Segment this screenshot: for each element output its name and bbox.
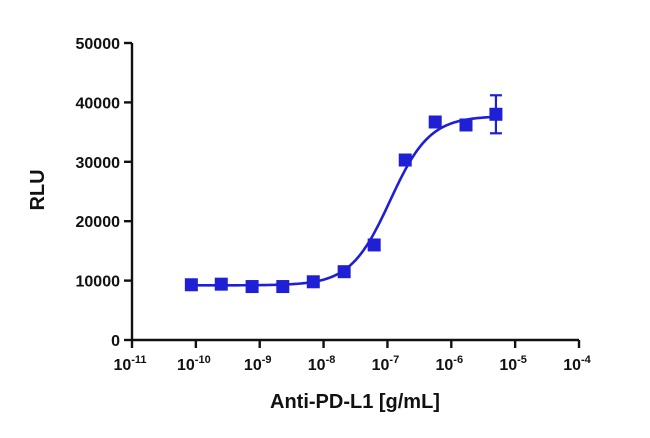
y-axis: 0 10000 20000 30000 40000 50000 <box>76 36 134 350</box>
data-point-marker <box>276 280 290 294</box>
y-tick-label: 20000 <box>76 214 121 231</box>
error-bars <box>185 94 502 290</box>
data-point-marker <box>489 107 503 121</box>
data-point-marker <box>306 275 320 289</box>
fit-curve <box>191 115 496 287</box>
data-point-marker <box>428 115 442 129</box>
y-tick-label: 50000 <box>76 36 121 53</box>
data-point-marker <box>245 280 259 294</box>
data-point-marker <box>337 265 351 279</box>
x-tick-label: 10-7 <box>372 354 400 374</box>
y-tick-label: 0 <box>111 333 120 350</box>
x-tick-label: 10-6 <box>435 354 463 374</box>
data-point-marker <box>459 118 473 132</box>
x-axis: 10-11 10-10 10-9 10-8 10-7 10-6 10-5 10-4 <box>113 338 592 374</box>
data-point-marker <box>367 238 381 252</box>
data-point-marker <box>398 153 412 167</box>
y-tick-label: 30000 <box>76 155 121 172</box>
y-tick-label: 40000 <box>76 95 121 112</box>
x-tick-label: 10-9 <box>244 354 272 374</box>
x-tick-label: 10-11 <box>113 354 146 374</box>
data-points <box>184 107 503 294</box>
y-axis-title: RLU <box>27 169 49 210</box>
x-tick-label: 10-8 <box>308 354 336 374</box>
x-tick-label: 10-5 <box>499 354 527 374</box>
data-point-marker <box>184 278 198 292</box>
x-tick-label: 10-10 <box>177 354 211 374</box>
y-tick-label: 10000 <box>76 274 121 291</box>
x-axis-title: Anti-PD-L1 [g/mL] <box>270 391 440 413</box>
x-tick-label: 10-4 <box>563 354 591 374</box>
data-point-marker <box>214 277 228 291</box>
